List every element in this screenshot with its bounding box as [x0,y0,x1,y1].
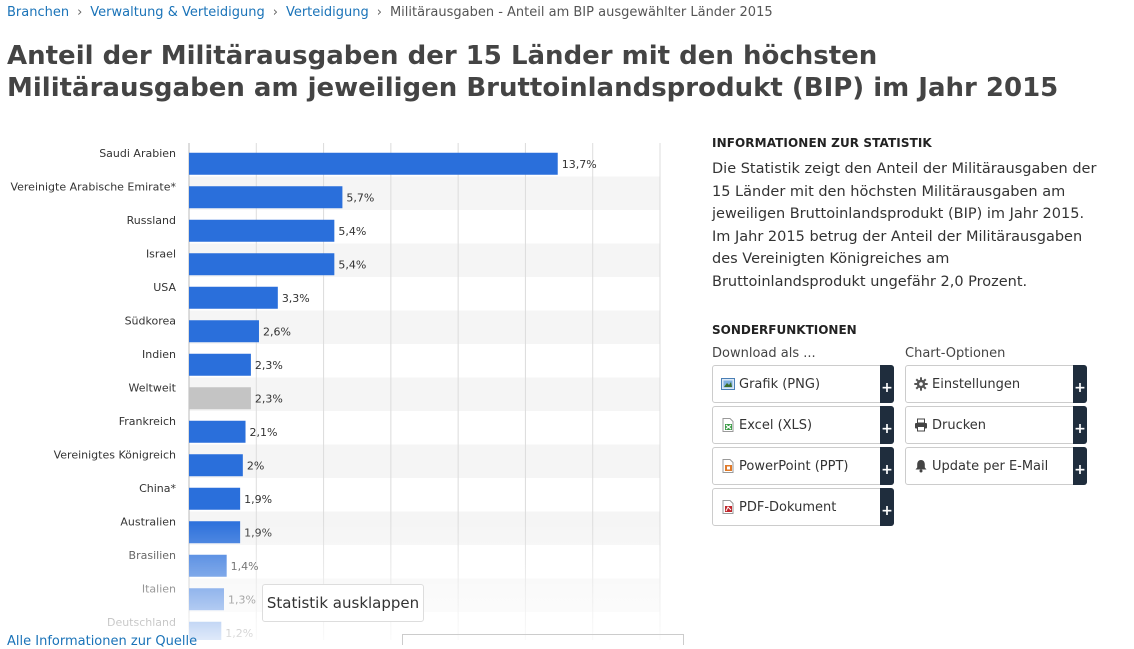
bar[interactable] [189,286,278,309]
value-label: 5,4% [338,225,366,238]
value-label: 5,4% [338,258,366,271]
print-label: Drucken [932,418,987,433]
category-label: Frankreich [119,415,176,428]
breadcrumb-separator: › [77,5,83,20]
source-info-link[interactable]: Alle Informationen zur Quelle [7,634,198,649]
download-png-label: Grafik (PNG) [739,377,821,392]
category-label: Saudi Arabien [99,147,176,160]
bar[interactable] [189,320,259,343]
bar[interactable] [189,387,251,410]
email-update-button[interactable]: Update per E-Mail + [905,447,1087,485]
gear-icon [914,377,928,391]
category-label: China* [139,482,176,495]
image-file-icon [721,378,735,390]
bar[interactable] [189,554,227,577]
bar[interactable] [189,487,241,510]
plus-icon[interactable]: + [880,488,894,526]
value-label: 2,3% [255,392,283,405]
row-background [189,444,660,478]
breadcrumb-separator: › [376,5,382,20]
bar[interactable] [189,420,246,443]
value-label: 2,6% [263,325,291,338]
plus-icon[interactable]: + [1073,406,1087,444]
category-label: Brasilien [129,549,176,562]
bar[interactable] [189,152,558,175]
breadcrumb-link-verteidigung[interactable]: Verteidigung [285,5,369,20]
statistic-info: INFORMATIONEN ZUR STATISTIK Die Statisti… [712,136,1102,293]
bar[interactable] [189,186,343,209]
breadcrumb-link-verwaltung[interactable]: Verwaltung & Verteidigung [90,5,265,20]
category-label: Italien [142,583,176,596]
value-label: 2,3% [255,359,283,372]
bar[interactable] [189,353,251,376]
row-background [189,578,660,612]
download-pdf-label: PDF-Dokument [739,500,837,515]
value-label: 5,7% [346,191,374,204]
value-label: 1,3% [228,593,256,606]
plus-icon[interactable]: + [1073,365,1087,403]
settings-label: Einstellungen [932,377,1021,392]
category-label: USA [153,281,176,294]
download-label: Download als ... [712,346,816,361]
pdf-file-icon [722,500,734,514]
bar[interactable] [189,588,224,611]
category-label: Südkorea [125,315,176,328]
category-label: Israel [146,248,176,261]
breadcrumb-separator: › [272,5,278,20]
download-ppt-button[interactable]: PowerPoint (PPT) + [712,447,894,485]
bar[interactable] [189,521,241,544]
email-update-label: Update per E-Mail [932,459,1049,474]
category-label: Vereinigte Arabische Emirate* [10,181,176,194]
category-label: Russland [127,214,176,227]
special-functions-heading: SONDERFUNKTIONEN [712,323,857,337]
value-label: 1,2% [225,627,253,640]
value-label: 2% [247,459,264,472]
plus-icon[interactable]: + [880,447,894,485]
download-xls-label: Excel (XLS) [739,418,813,433]
chart-options-label: Chart-Optionen [905,346,1006,361]
category-label: Vereinigtes Königreich [54,449,176,462]
info-heading: INFORMATIONEN ZUR STATISTIK [712,136,932,150]
value-label: 2,1% [250,426,278,439]
settings-button[interactable]: Einstellungen + [905,365,1087,403]
breadcrumb-link-branchen[interactable]: Branchen [7,5,70,20]
value-label: 1,9% [244,526,272,539]
bar[interactable] [189,454,243,477]
expand-statistic-button[interactable]: Statistik ausklappen [262,584,424,622]
category-label: Australien [120,516,176,529]
row-background [189,310,660,344]
breadcrumb: Branchen › Verwaltung & Verteidigung › Verte… [7,5,773,20]
bar[interactable] [189,219,335,242]
download-ppt-label: PowerPoint (PPT) [739,459,849,474]
download-pdf-button[interactable]: PDF-Dokument + [712,488,894,526]
printer-icon [915,418,927,432]
bell-icon [915,460,927,473]
download-xls-button[interactable]: Excel (XLS) + [712,406,894,444]
value-label: 13,7% [562,158,597,171]
bar-chart: Saudi Arabien 13,7% Vereinigte Arabische E… [10,143,661,640]
category-label: Weltweit [128,382,176,395]
value-label: 1,9% [244,493,272,506]
download-png-button[interactable]: Grafik (PNG) + [712,365,894,403]
bar[interactable] [189,253,335,276]
value-label: 3,3% [282,292,310,305]
row-background [189,377,660,411]
plus-icon[interactable]: + [880,406,894,444]
category-label: Deutschland [107,616,176,629]
plus-icon[interactable]: + [880,365,894,403]
breadcrumb-current: Militärausgaben - Anteil am BIP ausgewäh… [389,5,773,20]
info-text: Die Statistik zeigt den Anteil der Milit… [712,161,1097,290]
value-label: 1,4% [231,560,259,573]
page-title: Anteil der Militärausgaben der 15 Länder… [7,41,1059,103]
excel-file-icon [722,418,734,432]
plus-icon[interactable]: + [1073,447,1087,485]
category-label: Indien [142,348,176,361]
powerpoint-file-icon [722,459,734,473]
print-button[interactable]: Drucken + [905,406,1087,444]
